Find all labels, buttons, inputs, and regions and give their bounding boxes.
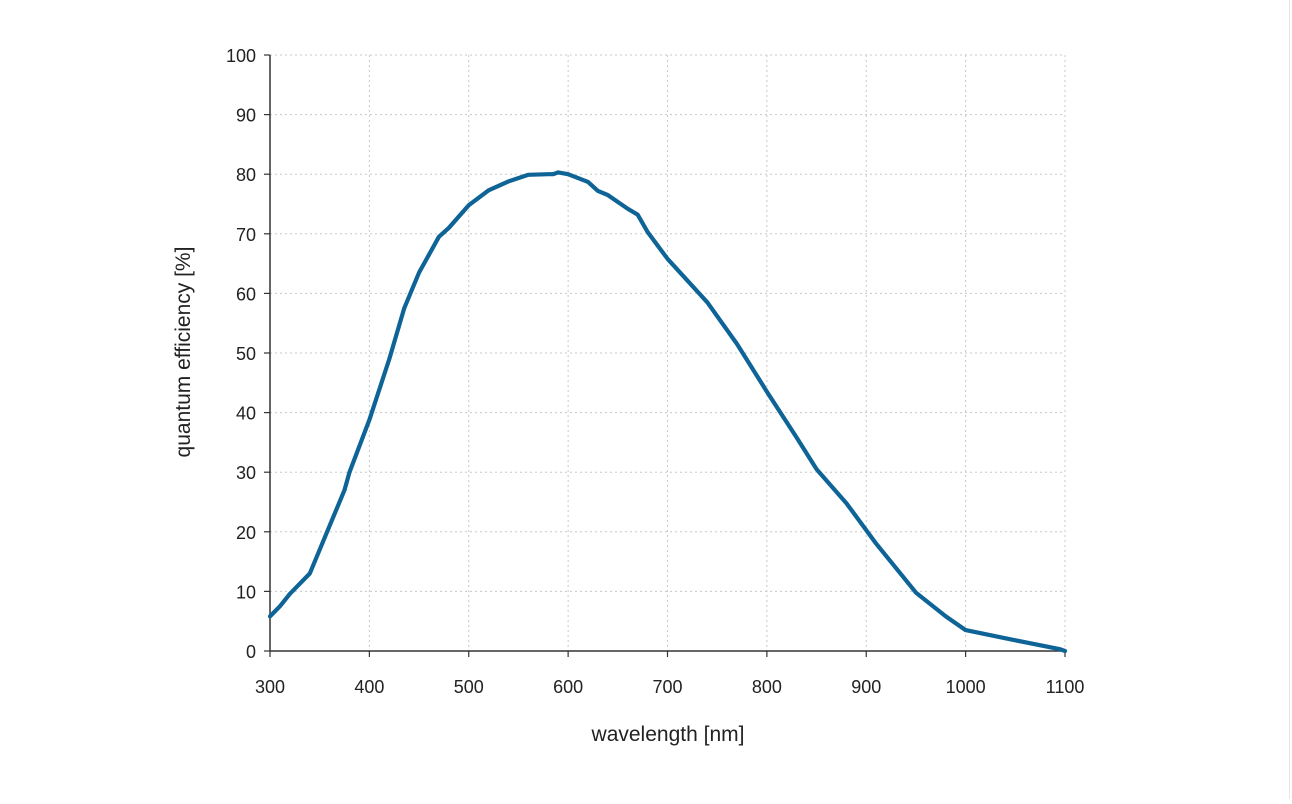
tick-labels: 0 10 20 30 40 50 60 70 80 90 100 300 400 500 600 700 800… <box>226 46 1084 697</box>
x-axis-label: wavelength [nm] <box>591 723 745 746</box>
x-tick-label: 600 <box>553 677 583 697</box>
x-tick-label: 1100 <box>1046 677 1085 697</box>
grid <box>270 54 1066 651</box>
y-tick-label: 40 <box>236 404 256 424</box>
x-tick-label: 800 <box>752 677 782 697</box>
y-tick-label: 30 <box>236 463 256 483</box>
x-tick-label: 500 <box>454 677 484 697</box>
axes <box>264 54 1066 657</box>
y-tick-label: 100 <box>226 46 256 66</box>
y-tick-label: 90 <box>236 106 256 126</box>
x-tick-label: 300 <box>255 677 285 697</box>
frame-edge <box>1289 0 1290 799</box>
series-line <box>267 170 1068 654</box>
y-tick-label: 20 <box>236 523 256 543</box>
y-tick-label: 10 <box>236 582 256 602</box>
x-tick-label: 900 <box>851 677 881 697</box>
y-tick-label: 80 <box>236 165 256 185</box>
x-tick-label: 700 <box>652 677 682 697</box>
y-tick-label: 70 <box>236 225 256 245</box>
x-tick-label: 1000 <box>946 677 986 697</box>
y-tick-label: 50 <box>236 344 256 364</box>
x-tick-label: 400 <box>354 677 384 697</box>
y-tick-label: 0 <box>246 642 256 662</box>
y-axis-label: quantum efficiency [%] <box>172 247 195 458</box>
y-tick-label: 60 <box>236 284 256 304</box>
series-layer <box>267 170 1068 654</box>
